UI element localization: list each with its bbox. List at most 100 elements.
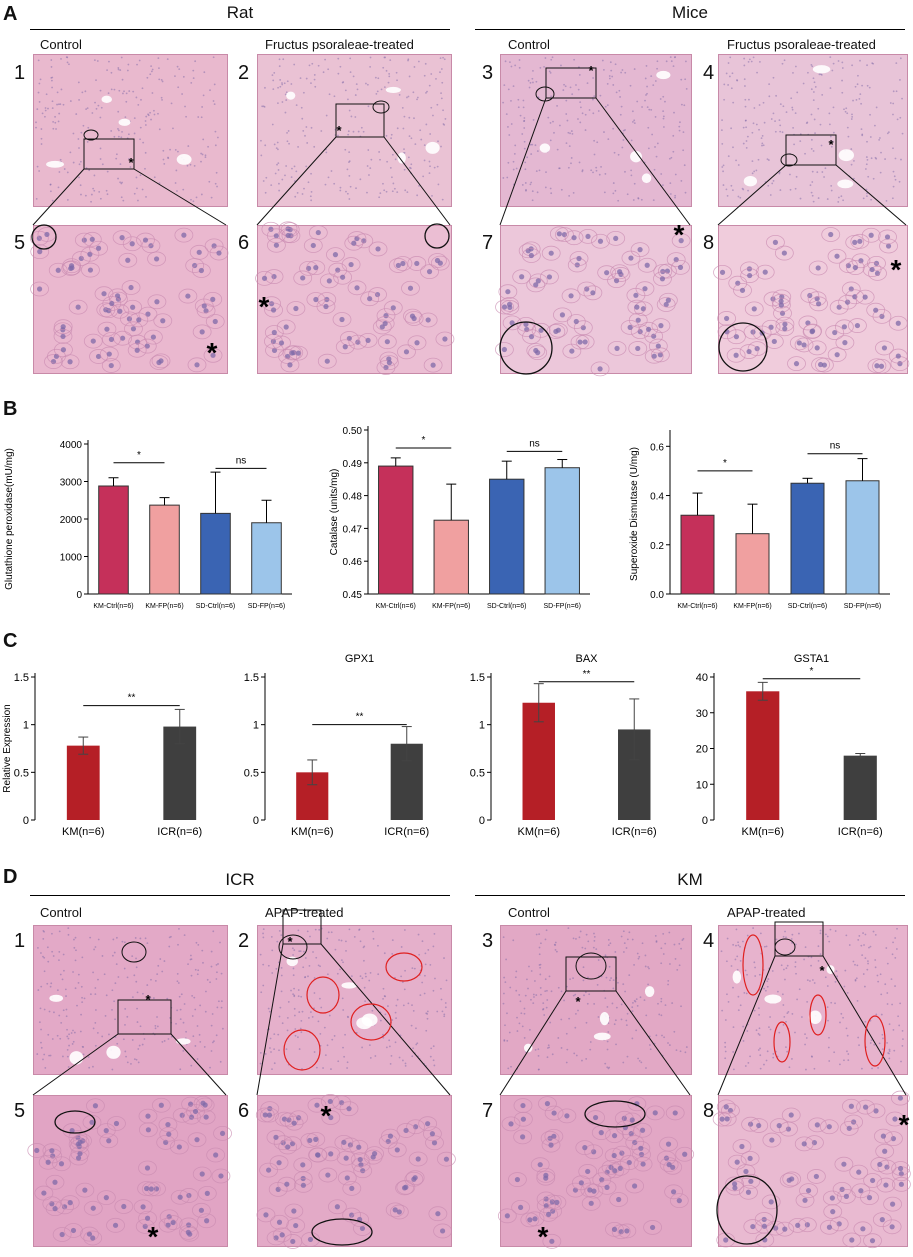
nucleus-dot — [660, 1000, 663, 1003]
cell-outline — [178, 288, 198, 304]
nucleus-dot — [657, 1002, 659, 1005]
nucleus-dot — [382, 987, 385, 990]
nucleus — [628, 255, 634, 261]
nucleus — [144, 1165, 151, 1171]
nucleus-dot — [286, 140, 289, 143]
nucleus-dot — [652, 199, 655, 202]
nucleus — [746, 348, 752, 355]
nucleus-dot — [117, 67, 120, 69]
nucleus-dot — [435, 77, 437, 80]
cell-outline — [153, 313, 173, 329]
nucleus-dot — [886, 962, 889, 965]
nucleus-dot — [875, 106, 878, 109]
cell-outline — [181, 1096, 201, 1112]
nucleus-dot — [856, 964, 859, 967]
nucleus — [148, 1186, 154, 1192]
cell-outline — [393, 256, 413, 271]
nucleus-dot — [111, 989, 114, 992]
nucleus-dot — [844, 110, 847, 113]
nucleus-dot — [775, 94, 778, 97]
nucleus-dot — [121, 940, 124, 943]
nucleus-dot — [273, 1062, 276, 1065]
nucleus-dot — [551, 1053, 554, 1056]
cell-outline — [761, 1194, 781, 1210]
nucleus-dot — [65, 1008, 68, 1011]
bar — [735, 533, 770, 595]
nucleus-dot — [294, 1034, 297, 1037]
panel-a-mice-title: Mice — [672, 3, 708, 22]
nucleus — [739, 1143, 745, 1150]
nucleus — [334, 1204, 340, 1210]
zoom-box — [117, 999, 172, 1035]
nucleus-dot — [674, 56, 677, 58]
cell-outline — [275, 1111, 294, 1127]
nucleus-dot — [746, 1030, 749, 1032]
nucleus-dot — [92, 971, 94, 974]
nucleus-dot — [391, 176, 393, 179]
cell-outline — [328, 262, 348, 278]
nucleus-dot — [267, 964, 270, 967]
nucleus-dot — [828, 123, 831, 126]
nucleus-dot — [96, 1031, 99, 1034]
nucleus — [106, 1138, 112, 1144]
nucleus — [104, 326, 110, 332]
nucleus-dot — [579, 930, 582, 933]
cell-outline — [110, 303, 130, 319]
nucleus-dot — [215, 1034, 218, 1037]
nucleus-dot — [860, 944, 863, 947]
vessel-lumen — [341, 982, 357, 989]
nucleus-dot — [60, 1021, 63, 1024]
nucleus-dot — [811, 181, 814, 183]
vessel-circle-zoom — [31, 224, 57, 250]
nucleus-dot — [95, 79, 97, 81]
cell-outline — [671, 233, 691, 249]
nucleus-dot — [434, 977, 436, 980]
nucleus-dot — [507, 88, 510, 91]
nucleus-dot — [513, 152, 516, 155]
nucleus-dot — [126, 1061, 129, 1064]
nucleus-dot — [93, 189, 96, 192]
nucleus-dot — [626, 1012, 629, 1015]
nucleus-dot — [722, 164, 725, 167]
nucleus-dot — [819, 73, 822, 76]
nucleus-dot — [581, 169, 584, 172]
nucleus-dot — [593, 935, 596, 938]
nucleus-dot — [200, 193, 203, 196]
nucleus-dot — [99, 89, 102, 92]
cell-outline — [633, 301, 653, 317]
nucleus-dot — [130, 1062, 132, 1065]
nucleus-dot — [283, 82, 286, 85]
nucleus — [276, 1219, 283, 1225]
nucleus — [857, 238, 863, 244]
nucleus-dot — [870, 1039, 873, 1042]
nucleus-dot — [802, 82, 805, 85]
nucleus-dot — [861, 84, 864, 87]
nucleus-dot — [544, 978, 547, 981]
nucleus-dot — [213, 83, 216, 86]
nucleus-dot — [743, 991, 746, 994]
nucleus-dot — [60, 57, 62, 60]
nucleus — [537, 1162, 543, 1168]
vessel-lumen — [837, 179, 854, 189]
nucleus — [75, 304, 81, 310]
nucleus-dot — [302, 129, 305, 132]
nucleus — [883, 1182, 889, 1188]
nucleus-dot — [160, 96, 163, 99]
nucleus-dot — [771, 970, 774, 972]
nucleus-dot — [403, 988, 406, 991]
nucleus-dot — [429, 133, 432, 135]
bar — [790, 482, 825, 595]
cell-outline — [566, 1182, 585, 1198]
nucleus-dot — [606, 1066, 609, 1069]
nucleus-dot — [664, 942, 667, 945]
nucleus-dot — [407, 58, 410, 61]
nucleus-dot — [843, 108, 845, 111]
nucleus-dot — [115, 157, 118, 160]
nucleus-dot — [595, 166, 598, 169]
nucleus — [651, 353, 657, 359]
cell-outline — [728, 275, 748, 291]
nucleus — [407, 285, 414, 291]
cell-outline — [138, 1160, 157, 1176]
nucleus-dot — [304, 976, 306, 979]
